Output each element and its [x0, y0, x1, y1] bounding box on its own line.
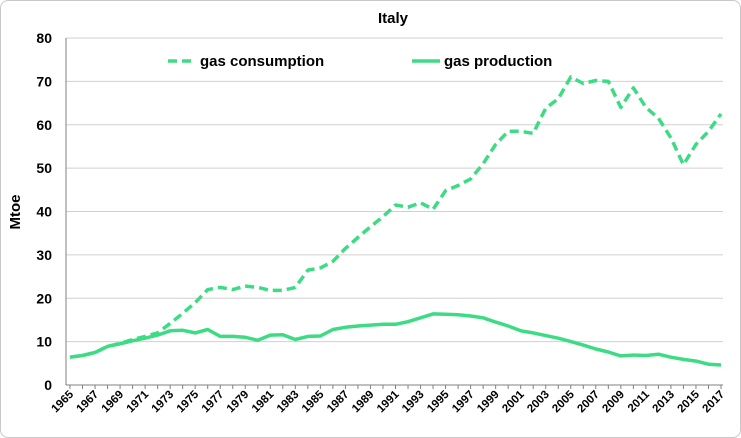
legend-label-gas-production: gas production [444, 53, 552, 70]
series-lines [69, 75, 723, 367]
x-tick-label: 1993 [400, 389, 427, 416]
x-tick-label: 1997 [450, 389, 477, 416]
x-tick-label: 2017 [701, 389, 728, 416]
axes [65, 38, 723, 389]
x-tick-label: 1971 [125, 388, 152, 415]
x-tick-label: 2015 [676, 388, 703, 415]
x-tick-label: 1985 [300, 388, 327, 415]
x-tick-label: 2003 [525, 389, 552, 416]
x-tick-label: 2007 [575, 389, 602, 416]
x-tick-label: 2011 [626, 388, 653, 415]
y-tick-label: 50 [36, 160, 52, 176]
x-tick-label: 1979 [225, 389, 252, 416]
y-tick-label: 70 [36, 73, 52, 89]
x-tick-label: 1999 [475, 389, 502, 416]
x-tick-label: 1981 [250, 388, 277, 415]
x-tick-label: 2009 [600, 389, 627, 416]
x-tick-label: 1965 [50, 388, 77, 415]
y-axis-label: Mtoe [7, 195, 24, 230]
legend: gas consumption gas production [168, 53, 552, 70]
x-tick-label: 1995 [425, 388, 452, 415]
x-tick-label: 1969 [100, 389, 127, 416]
y-tick-label: 60 [36, 117, 52, 133]
x-tick-label: 1989 [350, 389, 377, 416]
x-tick-label: 2001 [500, 388, 527, 415]
chart-title: Italy [378, 10, 409, 27]
y-tick-label: 40 [36, 204, 52, 220]
series-line-gas-consumption [69, 75, 723, 359]
legend-label-gas-consumption: gas consumption [200, 53, 324, 70]
y-tick-label: 80 [36, 30, 52, 46]
x-tick-label: 2005 [550, 388, 577, 415]
x-tick-label: 1983 [275, 389, 302, 416]
y-tick-label: 20 [36, 290, 52, 306]
y-tick-label: 0 [44, 377, 52, 393]
y-tick-labels: 0 10 20 30 40 50 60 70 80 [36, 30, 52, 393]
x-tick-label: 1967 [75, 389, 102, 416]
gridlines [66, 37, 723, 343]
x-tick-label: 1977 [200, 389, 227, 416]
x-tick-label: 1987 [325, 389, 352, 416]
x-tick-label: 1975 [175, 388, 202, 415]
y-tick-label: 30 [36, 247, 52, 263]
x-tick-label: 1973 [150, 389, 177, 416]
x-tick-label: 1991 [375, 388, 402, 415]
series-line-gas-production [69, 312, 722, 367]
x-tick-label: 2013 [650, 389, 677, 416]
y-tick-label: 10 [36, 334, 52, 350]
x-tick-labels: 1965196719691971197319751977197919811983… [50, 388, 728, 415]
